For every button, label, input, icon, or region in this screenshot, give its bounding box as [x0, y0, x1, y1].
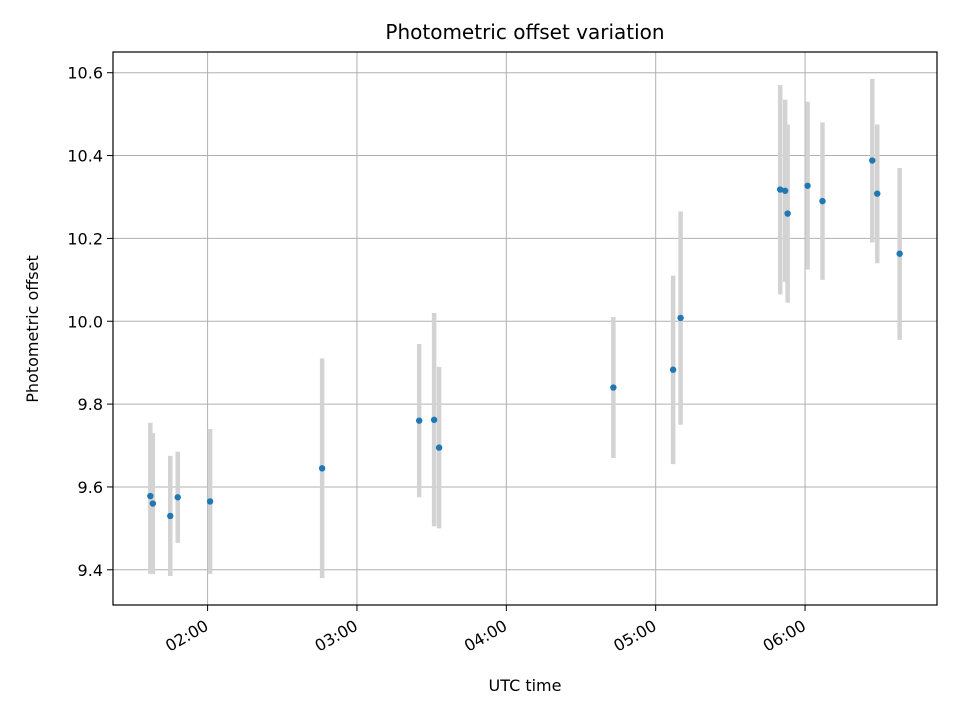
- data-point: [677, 314, 684, 322]
- data-point: [781, 187, 789, 194]
- x-tick-label: 05:00: [610, 616, 659, 656]
- data-point: [149, 500, 157, 507]
- data-point: [435, 444, 443, 451]
- x-tick-label: 03:00: [312, 616, 361, 656]
- y-tick-label: 10.4: [67, 147, 103, 166]
- x-axis-label: UTC time: [489, 676, 562, 695]
- x-tick-label: 02:00: [162, 616, 211, 656]
- y-tick-label: 9.6: [78, 478, 103, 497]
- data-point: [430, 416, 438, 424]
- y-tick-label: 10.2: [67, 229, 103, 248]
- data-point: [174, 494, 181, 501]
- data-point: [147, 492, 154, 500]
- data-point: [669, 366, 677, 373]
- y-tick-label: 10.0: [67, 312, 103, 331]
- plot-frame: [112, 51, 938, 606]
- data-points: [147, 157, 903, 520]
- x-tick-label: 06:00: [760, 616, 809, 656]
- y-tick-label: 9.4: [78, 561, 103, 580]
- y-axis-label: Photometric offset: [23, 255, 42, 403]
- y-tick-label: 10.6: [67, 64, 103, 83]
- chart-title: Photometric offset variation: [385, 20, 664, 44]
- data-point: [896, 250, 903, 257]
- y-tick-label: 9.8: [78, 395, 103, 414]
- data-point: [874, 190, 881, 197]
- data-point: [415, 417, 423, 424]
- data-point: [869, 157, 876, 164]
- data-point: [819, 197, 826, 205]
- data-point: [804, 182, 811, 189]
- data-point: [776, 186, 784, 193]
- data-point: [610, 384, 617, 391]
- data-point: [167, 512, 174, 520]
- data-point: [206, 498, 214, 505]
- data-point: [318, 465, 326, 472]
- x-axis: 02:00 03:00 04:00 05:00 06:00: [162, 605, 809, 656]
- error-bars: [148, 78, 902, 579]
- x-tick-label: 04:00: [461, 616, 510, 656]
- y-axis: 9.4 9.6 9.8 10.0 10.2 10.4 10.6: [67, 64, 113, 580]
- grid: [113, 52, 937, 605]
- data-point: [784, 210, 791, 217]
